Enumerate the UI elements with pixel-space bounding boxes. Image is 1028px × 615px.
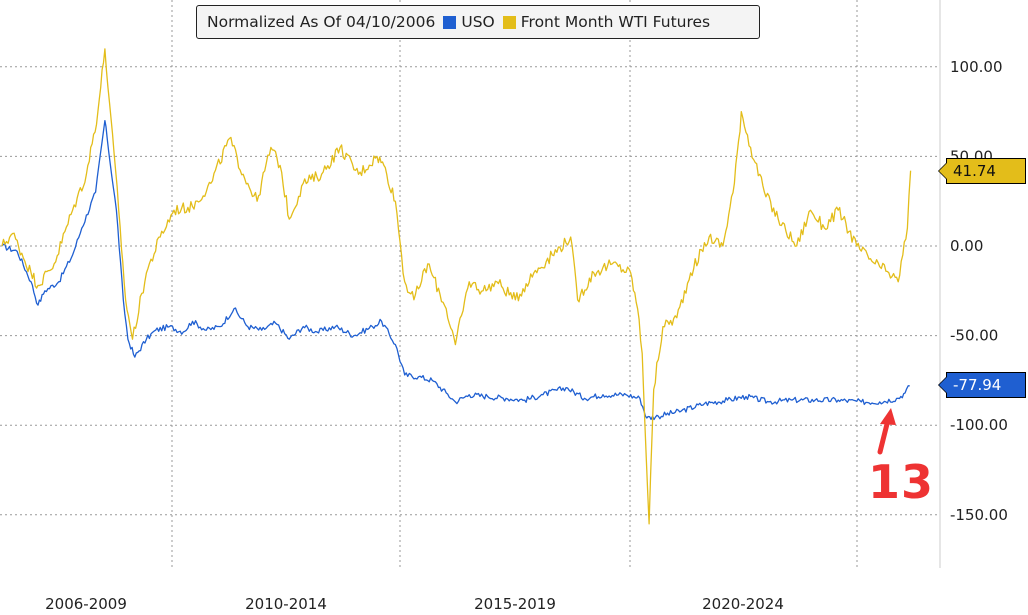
series-group: [1, 48, 912, 525]
annotation-label: 13: [868, 455, 935, 509]
x-axis: 2006-2009 2010-2014 2015-2019 2020-2024: [45, 595, 784, 613]
uso-swatch: [443, 15, 457, 29]
y-tick-label: 100.00: [950, 58, 1003, 76]
wti-last-value: 41.74: [953, 162, 996, 180]
uso-last-value-badge: -77.94: [938, 372, 1026, 398]
legend-uso: USO: [461, 13, 495, 31]
wti-last-value-badge: 41.74: [938, 158, 1026, 184]
grid: [0, 0, 941, 568]
y-tick-label: -50.00: [950, 327, 998, 345]
uso-last-value: -77.94: [953, 376, 1002, 394]
wti-swatch: [502, 15, 516, 29]
legend-wti: Front Month WTI Futures: [520, 13, 711, 31]
x-period-label: 2010-2014: [245, 595, 327, 613]
legend: Normalized As Of 04/10/2006 USO Front Mo…: [196, 5, 760, 39]
uso-series-line: [1, 119, 910, 421]
y-tick-label: -100.00: [950, 416, 1008, 434]
legend-title: Normalized As Of 04/10/2006: [207, 13, 436, 31]
x-period-label: 2020-2024: [702, 595, 784, 613]
x-period-label: 2015-2019: [474, 595, 556, 613]
y-tick-label: 0.00: [950, 237, 983, 255]
wti-series-line: [1, 48, 912, 525]
y-tick-label: -150.00: [950, 506, 1008, 524]
x-period-label: 2006-2009: [45, 595, 127, 613]
